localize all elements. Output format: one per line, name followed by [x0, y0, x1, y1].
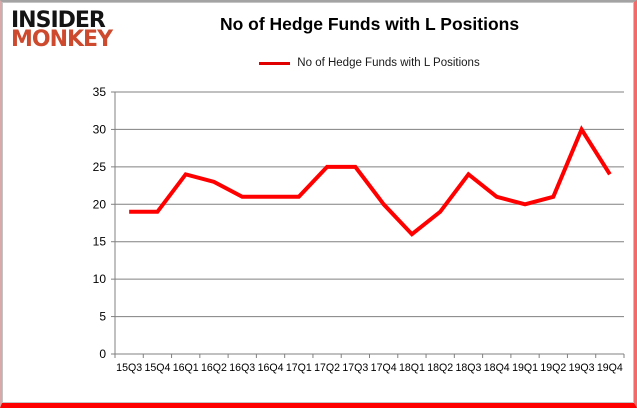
legend-line-swatch-icon: [259, 61, 291, 65]
x-axis-label: 16Q4: [258, 362, 284, 374]
x-axis-label: 18Q4: [484, 362, 510, 374]
y-axis-label: 5: [99, 310, 106, 324]
x-axis-label: 16Q2: [201, 362, 227, 374]
logo-monkey-text: MONKEY: [11, 27, 113, 53]
x-axis-label: 15Q3: [116, 362, 142, 374]
legend-label: No of Hedge Funds with L Positions: [297, 57, 480, 69]
y-axis-label: 0: [99, 347, 106, 361]
x-axis-label: 18Q1: [399, 362, 425, 374]
y-axis-label: 25: [93, 160, 107, 174]
legend: No of Hedge Funds with L Positions: [115, 57, 624, 69]
x-axis-label: 16Q3: [229, 362, 255, 374]
chart-title-row: No of Hedge Funds with L Positions: [115, 14, 624, 35]
insider-monkey-logo: INSIDER MONKEY: [11, 8, 113, 53]
x-axis-label: 17Q2: [314, 362, 340, 374]
x-axis-label: 19Q2: [540, 362, 566, 374]
x-axis-label: 19Q1: [512, 362, 538, 374]
logo-insider-text: INSIDER: [11, 8, 106, 33]
series-line: [129, 125, 612, 237]
x-axis-label: 19Q4: [597, 362, 623, 374]
x-axis-label: 15Q4: [144, 362, 170, 374]
x-axis-label: 17Q1: [286, 362, 312, 374]
x-axis-label: 18Q2: [427, 362, 453, 374]
y-axis-label: 35: [93, 85, 107, 99]
y-axis-label: 30: [93, 122, 107, 136]
x-axis-label: 18Q3: [456, 362, 482, 374]
y-axis-label: 10: [93, 272, 107, 286]
x-axis-label: 19Q3: [569, 362, 595, 374]
y-axis-label: 20: [93, 197, 107, 211]
x-axis-label: 17Q3: [342, 362, 368, 374]
x-axis-label: 17Q4: [371, 362, 397, 374]
chart-title: No of Hedge Funds with L Positions: [219, 14, 520, 34]
x-axis-label: 16Q1: [173, 362, 199, 374]
y-axis-label: 15: [93, 235, 107, 249]
